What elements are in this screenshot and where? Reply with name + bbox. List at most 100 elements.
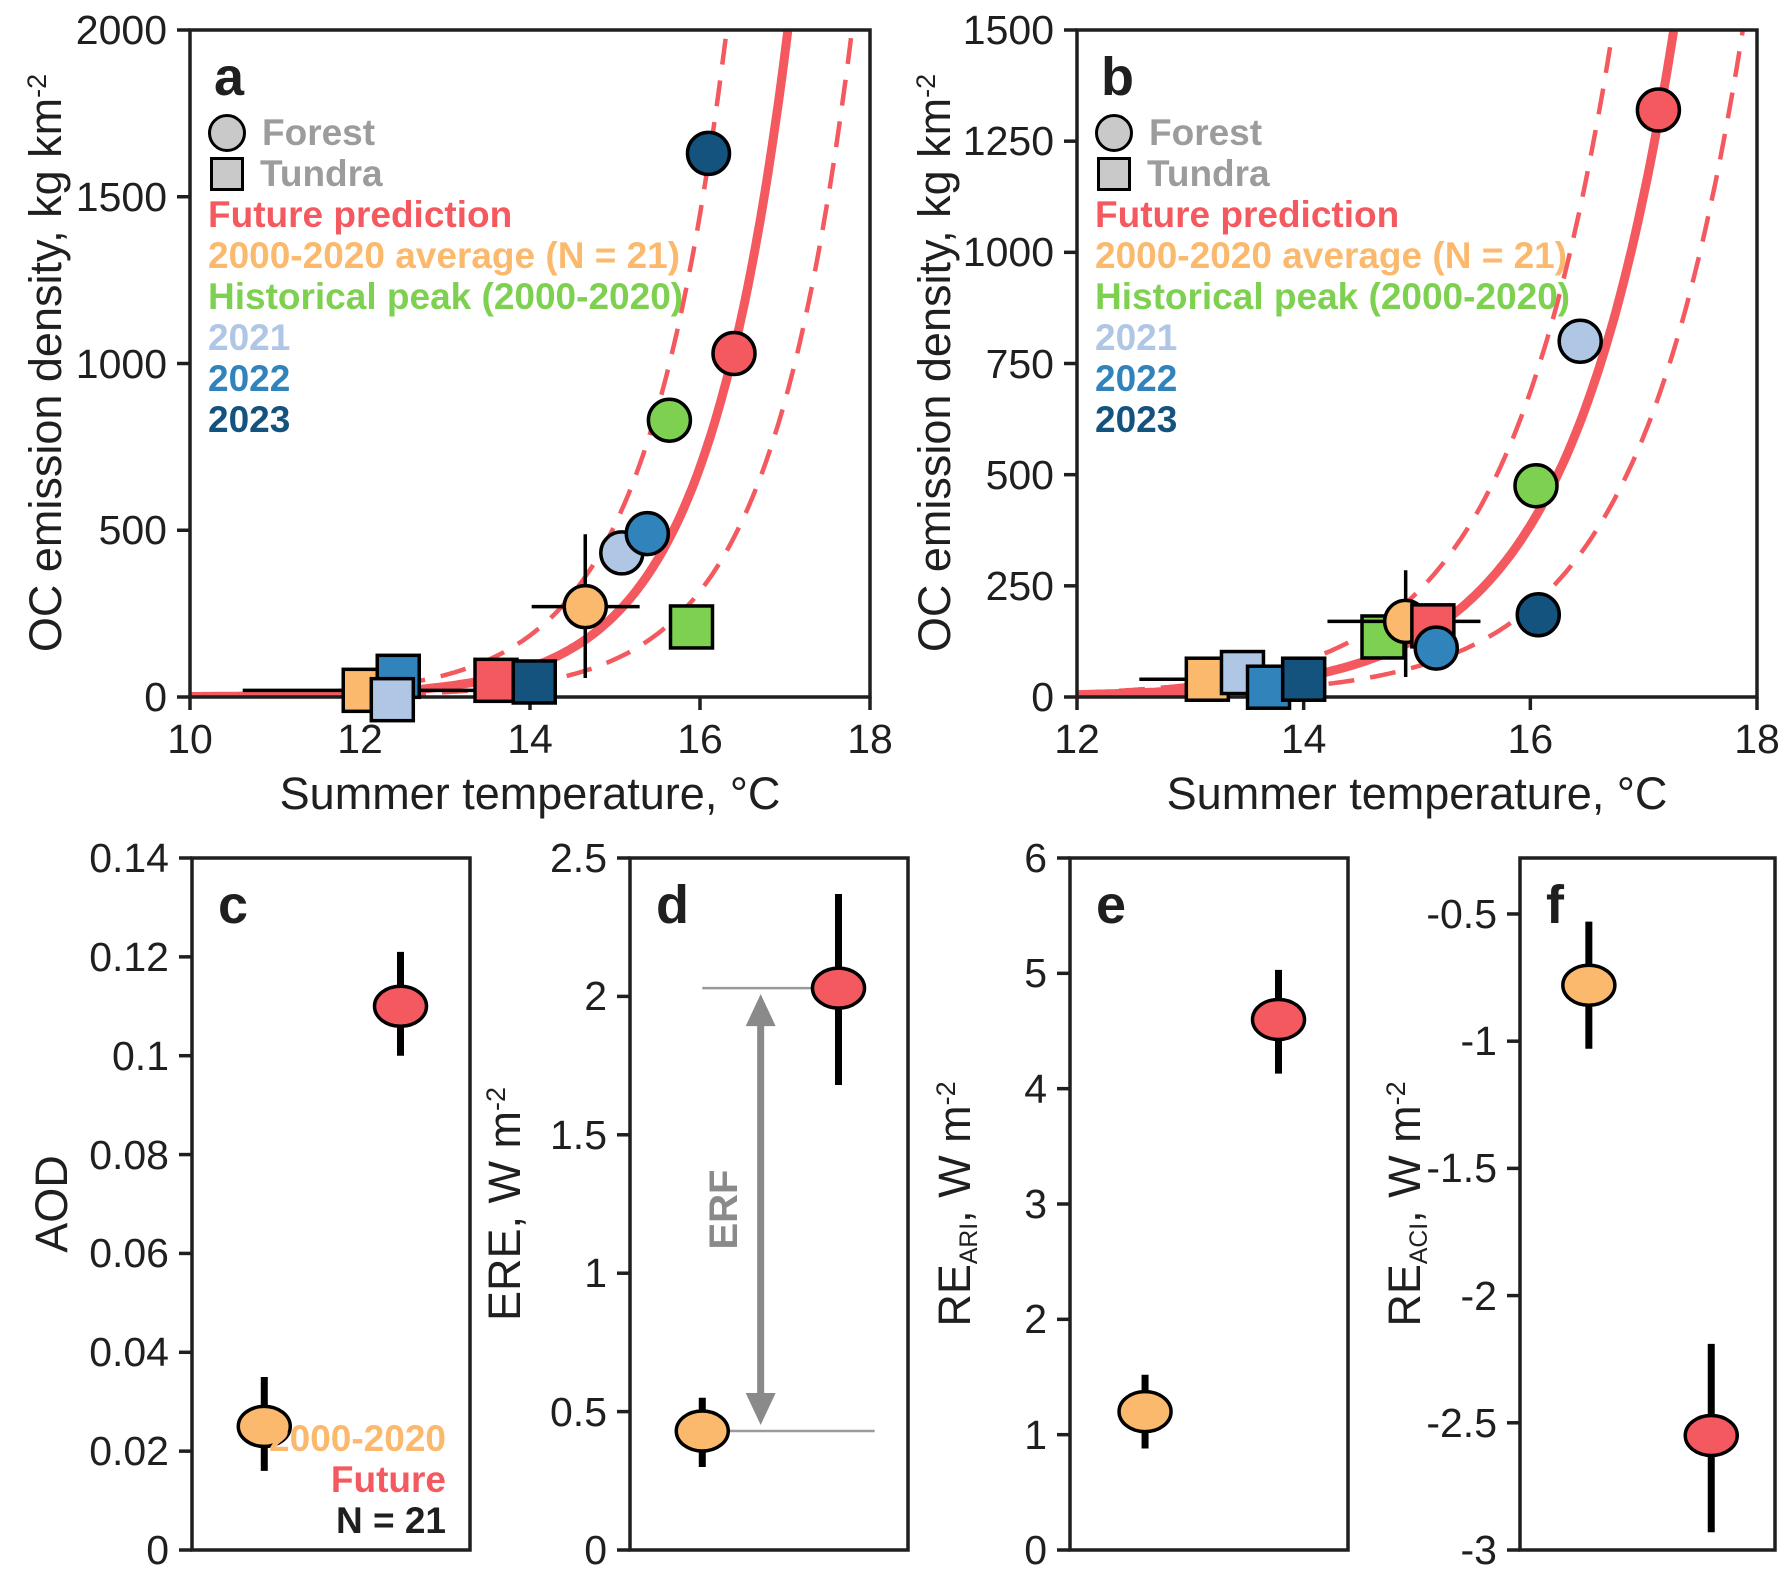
y-tick-label-d: 0 bbox=[584, 1527, 607, 1573]
y-tick-label-a: 0 bbox=[144, 674, 167, 720]
subscript: ACI bbox=[1405, 1222, 1433, 1265]
x-tick-label-b: 16 bbox=[1507, 716, 1554, 762]
y-tick-label-a: 1500 bbox=[75, 173, 167, 220]
data-point-tundra-future bbox=[473, 657, 519, 704]
data-point-forest-2021 bbox=[1557, 318, 1603, 365]
y-tick-label-f: -2 bbox=[1460, 1272, 1497, 1319]
y-tick-label-e: 1 bbox=[1024, 1411, 1047, 1458]
data-point-reari-future bbox=[1250, 997, 1307, 1042]
x-tick-label-b: 14 bbox=[1280, 716, 1327, 762]
data-point-forest-future bbox=[1635, 87, 1682, 133]
data-point-reari-2000-2020 bbox=[1117, 1389, 1173, 1434]
panel-f-letter: f bbox=[1546, 875, 1564, 935]
y-tick-label-e: 2 bbox=[1024, 1296, 1047, 1343]
x-tick-label-a: 14 bbox=[507, 716, 553, 762]
y-tick-label-c: 0 bbox=[146, 1527, 169, 1573]
legend-c-item-n-21: N = 21 bbox=[335, 1500, 446, 1541]
panel-c-box bbox=[190, 856, 472, 1552]
legend-item-2023: 2023 bbox=[208, 398, 291, 440]
panel-a-letter: a bbox=[214, 47, 245, 107]
y-tick-label-f: -1.5 bbox=[1426, 1145, 1497, 1192]
y-tick-label-d: 0.5 bbox=[550, 1388, 607, 1435]
x-tick-label-b: 12 bbox=[1054, 716, 1100, 762]
data-point-ere-future bbox=[810, 966, 867, 1010]
data-point-forest-avg-2000-2020 bbox=[562, 583, 608, 630]
y-tick-label-a: 500 bbox=[98, 507, 167, 554]
legend-item-2022: 2022 bbox=[208, 357, 291, 399]
y-tick-label-b: 1000 bbox=[962, 229, 1054, 276]
superscript: -2 bbox=[22, 73, 53, 98]
data-point-aod-2000-2020 bbox=[236, 1404, 293, 1449]
erf-arrowhead-down-icon bbox=[745, 1392, 776, 1425]
y-tick-label-c: 0.1 bbox=[112, 1032, 169, 1079]
y-tick-label-d: 2.5 bbox=[550, 835, 607, 881]
legend-item-historical-peak-2000-2020: Historical peak (2000-2020) bbox=[208, 275, 684, 317]
y-tick-label-e: 0 bbox=[1024, 1527, 1047, 1573]
legend-item-tundra: Tundra bbox=[1095, 153, 1570, 194]
forest-circle-icon bbox=[1095, 113, 1133, 152]
y-tick-label-b: 1500 bbox=[962, 7, 1054, 53]
y-tick-label-e: 6 bbox=[1024, 835, 1047, 881]
data-point-forest-peak bbox=[1513, 463, 1559, 509]
data-point-forest-2023 bbox=[685, 130, 732, 177]
legend-item-future-prediction: Future prediction bbox=[208, 193, 513, 235]
legend-panel-a: Forest Tundra Future prediction 2000-2020 a… bbox=[208, 112, 683, 440]
data-point-tundra-peak bbox=[668, 604, 715, 650]
tundra-square-icon bbox=[1097, 156, 1131, 191]
y-tick-label-b: 0 bbox=[1031, 674, 1054, 720]
legend-item-forest-label: Forest bbox=[262, 111, 376, 153]
y-tick-label-c: 0.12 bbox=[89, 933, 169, 980]
panel-e-box bbox=[1068, 856, 1350, 1552]
erf-label: ERF bbox=[702, 1170, 746, 1250]
y-tick-label-c: 0.02 bbox=[89, 1428, 169, 1475]
legend-item-historical-peak-2000-2020: Historical peak (2000-2020) bbox=[1095, 275, 1571, 317]
legend-panel-c: 2000-2020 Future N = 21 bbox=[192, 1418, 446, 1541]
legend-item-tundra-label: Tundra bbox=[260, 152, 383, 194]
data-point-forest-2022 bbox=[1413, 625, 1460, 671]
y-tick-label-e: 5 bbox=[1024, 950, 1047, 997]
x-tick-label-a: 18 bbox=[847, 716, 893, 762]
data-point-tundra-2023 bbox=[1280, 656, 1327, 702]
y-tick-label-c: 0.14 bbox=[89, 835, 169, 881]
y-tick-label-b: 250 bbox=[985, 562, 1054, 609]
superscript: -2 bbox=[481, 1087, 512, 1112]
panel-f-box bbox=[1518, 856, 1777, 1552]
y-tick-label-e: 4 bbox=[1024, 1065, 1047, 1112]
x-tick-label-b: 18 bbox=[1734, 716, 1780, 762]
y-tick-label-c: 0.04 bbox=[89, 1329, 169, 1376]
tundra-square-icon bbox=[210, 156, 244, 191]
x-axis-title-b: Summer temperature, °C bbox=[1166, 768, 1668, 819]
data-point-tundra-2021 bbox=[369, 676, 416, 723]
erf-arrowhead-up-icon bbox=[745, 994, 776, 1027]
legend-item-2000-2020-average-n-21: 2000-2020 average (N = 21) bbox=[208, 234, 681, 276]
y-tick-label-c: 0.06 bbox=[89, 1230, 169, 1277]
data-point-reaci-2000-2020 bbox=[1561, 963, 1617, 1007]
y-tick-label-f: -3 bbox=[1460, 1527, 1497, 1573]
legend-item-forest: Forest bbox=[208, 112, 683, 153]
y-tick-label-a: 2000 bbox=[75, 7, 167, 53]
y-tick-label-b: 1250 bbox=[962, 118, 1054, 165]
x-tick-label-a: 10 bbox=[167, 716, 213, 762]
data-point-forest-2023 bbox=[1515, 591, 1562, 638]
data-point-forest-2022 bbox=[624, 510, 671, 557]
legend-item-2000-2020-average-n-21: 2000-2020 average (N = 21) bbox=[1095, 234, 1568, 276]
data-point-reaci-future bbox=[1683, 1413, 1739, 1458]
y-tick-label-b: 500 bbox=[985, 451, 1054, 498]
legend-item-tundra: Tundra bbox=[208, 153, 683, 194]
data-point-forest-future bbox=[711, 330, 757, 377]
y-tick-label-f: -2.5 bbox=[1426, 1399, 1497, 1446]
legend-item-2021: 2021 bbox=[208, 316, 291, 358]
x-axis-title-a: Summer temperature, °C bbox=[279, 768, 781, 819]
panel-d-box bbox=[628, 856, 910, 1552]
superscript: -2 bbox=[911, 73, 942, 98]
legend-c-item-future: Future bbox=[330, 1459, 446, 1500]
data-point-ere-2000-2020 bbox=[674, 1409, 731, 1453]
legend-panel-b: Forest Tundra Future prediction 2000-2020 a… bbox=[1095, 112, 1570, 440]
forest-circle-icon bbox=[208, 113, 246, 152]
legend-item-2023: 2023 bbox=[1095, 398, 1178, 440]
legend-item-forest-label: Forest bbox=[1149, 111, 1263, 153]
x-tick-label-a: 16 bbox=[677, 716, 723, 762]
y-tick-label-b: 750 bbox=[985, 340, 1054, 387]
x-tick-label-a: 12 bbox=[337, 716, 383, 762]
